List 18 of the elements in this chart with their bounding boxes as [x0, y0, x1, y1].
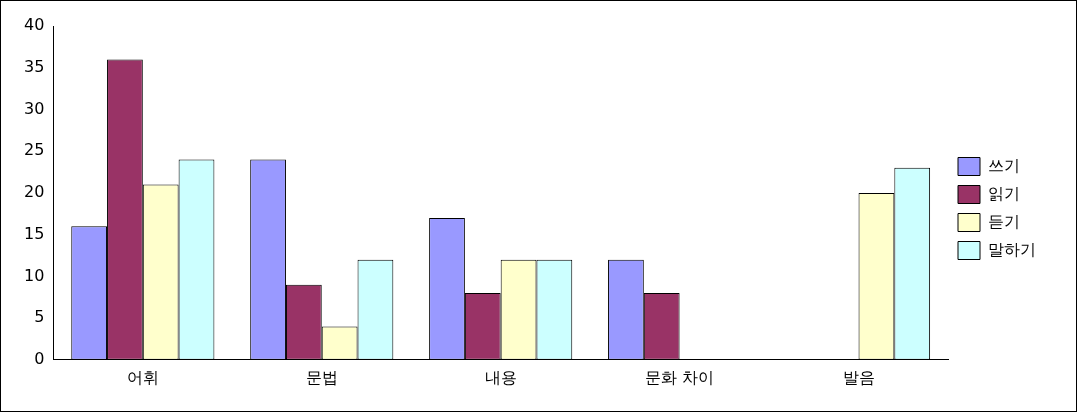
- x-tick-label: 어휘: [126, 367, 159, 387]
- y-tick-label: 10: [24, 265, 45, 285]
- y-tick-label: 25: [24, 140, 45, 160]
- legend-label: 쓰기: [988, 155, 1020, 175]
- y-tick-label: 0: [34, 348, 45, 368]
- y-tick-label: 15: [24, 223, 45, 243]
- x-tick-label: 발음: [842, 367, 875, 387]
- y-tick-label: 5: [34, 307, 45, 327]
- x-tick-label: 문화 차이: [645, 367, 715, 387]
- legend-label: 읽기: [988, 183, 1020, 203]
- legend-label: 말하기: [988, 239, 1036, 259]
- y-tick-label: 35: [24, 56, 45, 76]
- legend-label: 듣기: [988, 211, 1020, 231]
- y-tick-label: 40: [24, 15, 45, 35]
- y-tick-label: 30: [24, 98, 45, 118]
- y-tick-label: 20: [24, 182, 45, 202]
- x-tick-label: 문법: [305, 367, 338, 387]
- x-tick-label: 내용: [484, 367, 517, 387]
